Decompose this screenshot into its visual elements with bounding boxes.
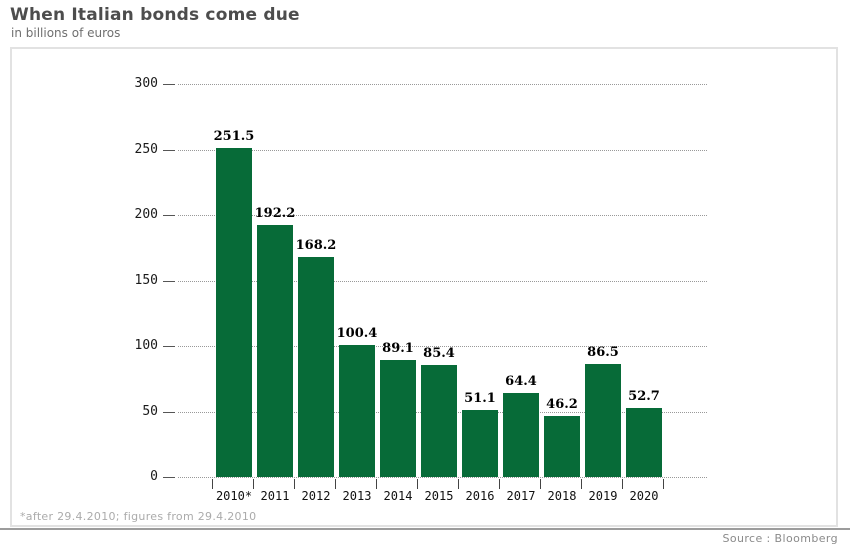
bar-value-label-2016: 51.1 xyxy=(464,391,496,407)
x-axis-tick-mark xyxy=(499,479,500,489)
x-axis-tick-mark xyxy=(417,479,418,489)
x-axis-label-2018: 2018 xyxy=(547,489,577,503)
gridline-y-100 xyxy=(178,346,707,347)
bar-2017 xyxy=(503,392,539,477)
gridline-y-200 xyxy=(178,215,707,216)
x-axis-label-2016: 2016 xyxy=(465,489,495,503)
bar-value-label-2013: 100.4 xyxy=(336,326,378,342)
y-axis-tick-mark xyxy=(163,280,175,282)
x-axis-tick-mark xyxy=(622,479,623,489)
x-axis-label-2017: 2017 xyxy=(506,489,536,503)
x-axis-label-2010*: 2010* xyxy=(215,489,253,503)
bar-value-label-2012: 168.2 xyxy=(295,237,337,253)
bar-value-label-2010*: 251.5 xyxy=(213,128,255,144)
bar-value-label-2018: 46.2 xyxy=(546,397,578,413)
bar-2012 xyxy=(298,256,334,477)
x-axis-tick-mark xyxy=(581,479,582,489)
x-axis-tick-mark xyxy=(335,479,336,489)
y-axis-label-0: 0 xyxy=(150,469,158,484)
bar-value-label-2019: 86.5 xyxy=(587,344,619,360)
source-credit: Source : Bloomberg xyxy=(722,532,838,545)
chart-footnote: *after 29.4.2010; figures from 29.4.2010 xyxy=(20,510,257,523)
x-axis-label-2013: 2013 xyxy=(342,489,372,503)
bar-2018 xyxy=(544,416,580,477)
chart-subtitle: in billions of euros xyxy=(11,26,121,40)
y-axis-label-300: 300 xyxy=(134,76,158,91)
y-axis-label-200: 200 xyxy=(134,207,158,222)
x-axis-tick-mark xyxy=(212,479,213,489)
y-axis-label-250: 250 xyxy=(134,141,158,157)
y-axis-tick-mark xyxy=(163,477,175,478)
chart-title: When Italian bonds come due xyxy=(10,5,300,25)
x-axis-tick-mark xyxy=(540,479,541,489)
gridline-y-300 xyxy=(178,84,707,85)
chart-plot-box: 0 50 100 150 200 250 300 251.5 2010* 192.2 2011 168… xyxy=(10,47,838,527)
x-axis-tick-mark xyxy=(376,479,377,489)
gridline-y-0 xyxy=(178,477,707,478)
y-axis-tick-mark xyxy=(163,215,175,216)
y-axis-tick-mark xyxy=(163,84,175,85)
bar-2013 xyxy=(339,345,375,477)
bar-value-label-2011: 192.2 xyxy=(254,206,296,222)
y-axis-label-50: 50 xyxy=(142,403,158,419)
x-axis-label-2015: 2015 xyxy=(424,489,454,503)
x-axis-label-2012: 2012 xyxy=(301,489,331,503)
bar-2016 xyxy=(462,410,498,477)
bar-2014 xyxy=(380,360,416,477)
bottom-divider xyxy=(0,528,850,530)
x-axis-label-2011: 2011 xyxy=(260,489,290,503)
bar-chart-plot-area: 0 50 100 150 200 250 300 251.5 2010* 192.2 2011 168… xyxy=(12,49,836,525)
bar-2020 xyxy=(626,407,662,477)
bar-2010* xyxy=(216,147,252,477)
gridline-y-150 xyxy=(178,280,707,282)
bar-value-label-2017: 64.4 xyxy=(505,373,537,389)
x-axis-tick-mark xyxy=(663,479,664,489)
x-axis-label-2020: 2020 xyxy=(629,489,659,503)
bar-2015 xyxy=(421,365,457,477)
bar-2011 xyxy=(257,225,293,477)
y-axis-tick-mark xyxy=(163,149,175,151)
gridline-y-250 xyxy=(178,149,707,151)
bar-value-label-2020: 52.7 xyxy=(628,388,660,404)
x-axis-tick-mark xyxy=(294,479,295,489)
x-axis-tick-mark xyxy=(458,479,459,489)
y-axis-label-100: 100 xyxy=(134,338,158,353)
y-axis-label-150: 150 xyxy=(134,272,158,288)
y-axis-tick-mark xyxy=(163,411,175,413)
x-axis-label-2019: 2019 xyxy=(588,489,618,503)
bar-2019 xyxy=(585,363,621,477)
x-axis-label-2014: 2014 xyxy=(383,489,413,503)
x-axis-tick-mark xyxy=(253,479,254,489)
bar-value-label-2015: 85.4 xyxy=(423,346,455,362)
bar-value-label-2014: 89.1 xyxy=(382,341,414,357)
y-axis-tick-mark xyxy=(163,346,175,347)
